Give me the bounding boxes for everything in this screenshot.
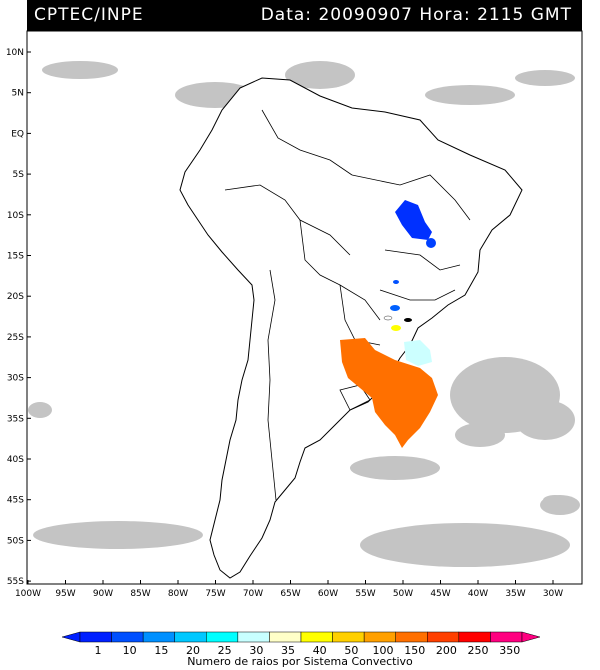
colorbar-label: 15 (154, 644, 168, 657)
lightning-system-blue (393, 280, 399, 284)
south-america-coastline (179, 77, 523, 579)
lat-tick-label: 35S (7, 414, 24, 424)
colorbar-segment (300, 631, 333, 643)
lat-tick-label: EQ (11, 129, 24, 139)
lon-tick-label: 40W (468, 589, 488, 599)
colorbar-label: 25 (218, 644, 232, 657)
cloud-patch (515, 70, 575, 86)
colorbar-label: 350 (499, 644, 520, 657)
longitude-axis: 100W 95W 90W 85W 80W 75W 70W 65W 60W 55W 50W 45W 40W… (15, 580, 563, 599)
colorbar-arrow-right (521, 631, 541, 643)
cloud-patch (285, 61, 355, 89)
lon-tick-label: 90W (93, 589, 113, 599)
lightning-system-dark (404, 318, 412, 322)
colorbar-label: 250 (468, 644, 489, 657)
lon-tick-label: 50W (393, 589, 413, 599)
lightning-system-blue (395, 200, 432, 240)
lat-tick-label: 5N (12, 89, 24, 99)
colorbar-segment (427, 631, 460, 643)
colorbar-label: 100 (373, 644, 394, 657)
lon-tick-label: 95W (55, 589, 75, 599)
colorbar-label: 20 (186, 644, 200, 657)
colorbar-segment (237, 631, 270, 643)
lat-tick-label: 10N (6, 48, 24, 58)
border-line (339, 384, 371, 411)
lon-tick-label: 85W (130, 589, 150, 599)
border-line (384, 249, 461, 271)
lightning-system-white (383, 315, 393, 321)
lat-tick-label: 30S (7, 374, 24, 384)
lon-tick-label: 65W (280, 589, 300, 599)
colorbar-segment (363, 631, 396, 643)
lon-tick-label: 80W (168, 589, 188, 599)
lon-tick-label: 75W (205, 589, 225, 599)
cloud-patch (28, 402, 52, 418)
lightning-system-yellow (391, 325, 401, 331)
lon-tick-label: 55W (355, 589, 375, 599)
lat-tick-label: 15S (7, 252, 24, 262)
cloud-patch (515, 400, 575, 440)
cloud-patch (360, 523, 570, 567)
datetime-label: Data: 20090907 Hora: 2115 GMT (260, 5, 572, 25)
colorbar-arrow-left (61, 631, 81, 643)
country-borders (224, 109, 471, 501)
cloud-patch (455, 423, 505, 447)
latitude-axis: 10N 5N EQ 5S 10S 15S 20S 25S 30S 35S 40S 45S 50S 55S (6, 48, 31, 587)
lat-tick-label: 25S (7, 333, 24, 343)
colorbar-segment (269, 631, 302, 643)
border-line (267, 269, 277, 501)
colorbar-segment (332, 631, 365, 643)
colorbar-segment (490, 631, 523, 643)
colorbar-title: Numero de raios por Sistema Convectivo (187, 655, 413, 668)
lon-tick-label: 45W (430, 589, 450, 599)
lon-tick-label: 30W (543, 589, 563, 599)
colorbar-label: 200 (436, 644, 457, 657)
border-line (261, 109, 353, 176)
colorbar-segment (142, 631, 175, 643)
lon-tick-label: 100W (15, 589, 41, 599)
lat-tick-label: 45S (7, 496, 24, 506)
lat-tick-label: 5S (13, 170, 25, 180)
title-bar: CPTEC/INPE Data: 20090907 Hora: 2115 GMT (27, 0, 582, 31)
colorbar-label: 150 (404, 644, 425, 657)
colorbar-label: 35 (281, 644, 295, 657)
cloud-patch (350, 456, 440, 480)
lat-tick-label: 10S (7, 211, 24, 221)
colorbar-label: 10 (123, 644, 137, 657)
colorbar-segment (395, 631, 428, 643)
lightning-system-cyan (404, 340, 432, 366)
colorbar-label: 50 (344, 644, 358, 657)
lon-tick-label: 35W (505, 589, 525, 599)
lon-tick-label: 60W (318, 589, 338, 599)
lightning-system-blue (426, 238, 436, 248)
cloud-patch (543, 495, 567, 505)
colorbar-segment (174, 631, 207, 643)
cloud-patch (33, 521, 203, 549)
lightning-system-blue (390, 305, 400, 311)
lat-tick-label: 50S (7, 536, 24, 546)
colorbar-segment (111, 631, 144, 643)
agency-label: CPTEC/INPE (34, 5, 144, 25)
lat-tick-label: 55S (7, 577, 24, 587)
border-line (224, 184, 351, 256)
colorbar-segment (458, 631, 491, 643)
cloud-patch (42, 61, 118, 79)
colorbar: 1 10 15 20 25 30 35 40 50 100 150 200 250 350 (61, 631, 541, 657)
lat-tick-label: 20S (7, 292, 24, 302)
lat-tick-label: 40S (7, 455, 24, 465)
colorbar-label: 40 (313, 644, 327, 657)
colorbar-segment (79, 631, 112, 643)
lon-tick-label: 70W (243, 589, 263, 599)
border-line (351, 174, 471, 221)
lightning-system-orange (340, 338, 438, 448)
colorbar-segment (206, 631, 239, 643)
convective-systems (340, 200, 438, 448)
border-line (299, 219, 381, 321)
colorbar-label: 1 (95, 644, 102, 657)
colorbar-label: 30 (249, 644, 263, 657)
border-line (379, 289, 456, 301)
cloud-patch (425, 85, 515, 105)
